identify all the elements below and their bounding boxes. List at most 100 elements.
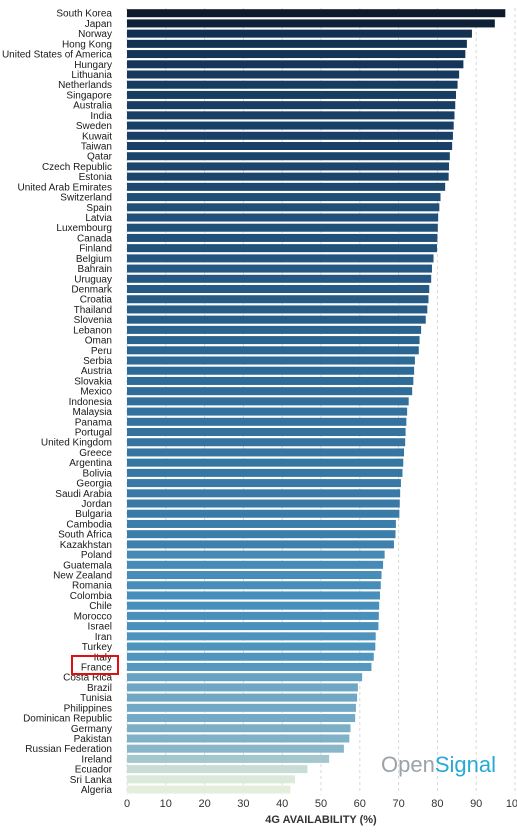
x-tick-label: 60 [354,798,366,810]
bar-argentina [127,458,404,467]
category-label: Guatemala [63,560,112,571]
category-label: Luxembourg [56,223,112,234]
bar-estonia [127,172,449,181]
bar-new-zealand [127,571,382,580]
category-label: Chile [89,601,112,612]
x-tick-label: 0 [124,798,130,810]
category-label: Colombia [70,591,113,602]
category-label: Canada [77,233,112,244]
category-label: Denmark [71,285,113,296]
bar-czech-republic [127,162,450,171]
category-label: United States of America [2,50,112,61]
category-label: South Africa [58,530,112,541]
opensignal-logo: OpenSignal [381,752,496,778]
bar-saudi-arabia [127,489,401,498]
bar-india [127,111,455,120]
category-label: Georgia [76,479,112,490]
bar-sri-lanka [127,775,296,784]
bar-indonesia [127,397,409,406]
category-label: Morocco [74,611,113,622]
category-label: Serbia [83,356,112,367]
category-label: Sri Lanka [70,775,113,786]
category-label: Romania [72,581,112,592]
category-label: Japan [85,19,112,30]
category-label: Portugal [75,428,112,439]
category-label: Ireland [81,754,112,765]
category-label: Cambodia [66,519,112,530]
category-label: Slovenia [74,315,113,326]
category-label: Hungary [74,60,112,71]
category-label: Pakistan [74,734,112,745]
bar-finland [127,244,438,253]
bar-ecuador [127,765,308,774]
category-label: Spain [86,203,112,214]
x-axis-title: 4G AVAILABILITY (%) [265,814,377,826]
category-label: Latvia [85,213,112,224]
logo-open-text: Open [381,752,435,777]
bar-jordan [127,499,400,508]
bar-qatar [127,152,450,161]
category-label: Australia [73,101,112,112]
bar-kuwait [127,131,453,140]
bar-lithuania [127,70,460,79]
bar-switzerland [127,193,441,202]
bar-thailand [127,305,428,314]
bar-bulgaria [127,509,400,518]
bar-sweden [127,121,454,130]
category-label: Finland [79,244,112,255]
category-label: Indonesia [69,397,113,408]
bar-croatia [127,295,429,304]
x-tick-label: 100 [506,798,517,810]
bar-united-arab-emirates [127,182,446,191]
bar-france [127,662,372,671]
category-label: Oman [85,336,112,347]
category-label: Switzerland [60,193,112,204]
category-label: Singapore [66,90,112,101]
category-label: Bulgaria [75,509,112,520]
category-label: Qatar [87,152,113,163]
bar-greece [127,448,405,457]
bar-bahrain [127,264,432,273]
category-label: Ecuador [75,765,113,776]
bar-united-kingdom [127,438,406,447]
bar-colombia [127,591,380,600]
category-label: Brazil [87,683,112,694]
category-label: Belgium [76,254,112,265]
bar-pakistan [127,734,350,743]
category-label: Italy [94,652,112,663]
bar-iran [127,632,376,641]
category-label: Argentina [69,458,112,469]
category-label: Lebanon [73,325,112,336]
x-tick-label: 10 [160,798,172,810]
category-label: Dominican Republic [23,714,112,725]
bar-belgium [127,254,434,263]
bar-taiwan [127,141,453,151]
category-label: Hong Kong [62,39,112,50]
category-label: Russian Federation [25,744,112,755]
category-label: Austria [81,366,113,377]
bar-israel [127,622,379,631]
bar-luxembourg [127,223,438,232]
category-label: Mexico [80,387,112,398]
bar-dominican-republic [127,714,356,723]
category-label: Sweden [76,121,112,132]
x-tick-label: 50 [315,798,327,810]
bar-south-africa [127,530,396,539]
bar-chile [127,601,380,610]
category-label: Uruguay [74,274,112,285]
bar-slovenia [127,315,426,324]
category-label: South Korea [56,9,112,20]
bar-peru [127,346,419,355]
category-label: Poland [81,550,112,561]
bar-poland [127,550,385,559]
logo-signal-text: Signal [434,752,496,777]
bar-oman [127,336,420,345]
bar-costa-rica [127,673,363,682]
category-label: Tunisia [80,693,112,704]
bar-morocco [127,611,379,620]
bar-germany [127,724,351,733]
bar-algeria [127,785,291,794]
bar-spain [127,203,440,212]
